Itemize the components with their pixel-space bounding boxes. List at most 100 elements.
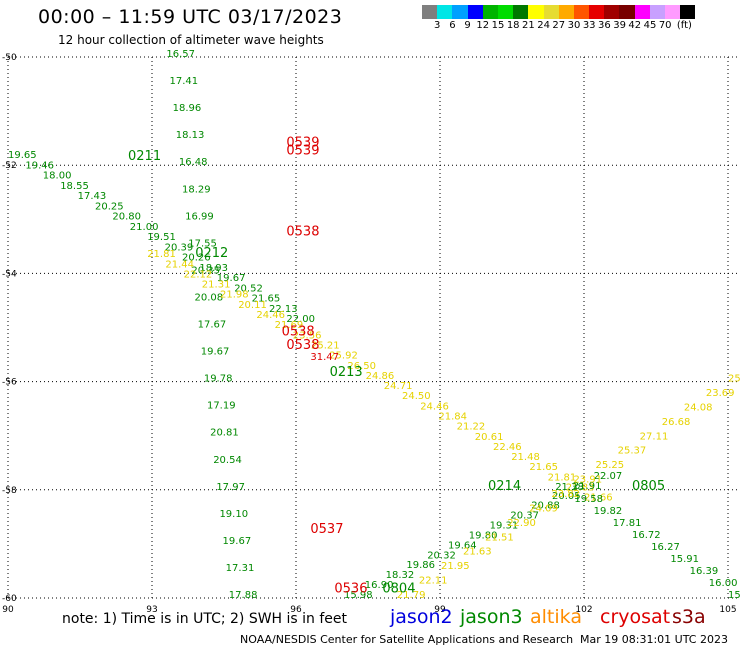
lon-tick-label: 93 <box>146 605 157 615</box>
colorbar-label: 30 <box>567 20 581 31</box>
legend-s3a: s3a <box>672 606 706 628</box>
wave-height-value: 26.50 <box>347 361 376 372</box>
wave-height-value: 18.00 <box>43 171 72 182</box>
colorbar-label: 6 <box>449 20 456 31</box>
wave-height-value: 19.46 <box>25 160 54 171</box>
wave-height-value: 21.38 <box>555 482 584 493</box>
wave-height-value: 19.80 <box>469 530 498 541</box>
lat-tick-label: -56 <box>2 378 17 388</box>
wave-height-value: 17.19 <box>207 401 236 412</box>
wave-height-value: 21.69 <box>275 320 304 331</box>
colorbar-label: 42 <box>628 20 642 31</box>
wave-height-value: 18.96 <box>173 103 202 114</box>
lat-tick-label: -52 <box>2 161 17 171</box>
colorbar-label: 15 <box>491 20 505 31</box>
wave-height-value: 16.48 <box>179 157 208 168</box>
wave-height-value: 17.67 <box>198 320 227 331</box>
wave-height-value: 19.51 <box>147 232 176 243</box>
wave-height-value: 19.31 <box>490 521 519 532</box>
wave-height-value: 24.46 <box>420 401 449 412</box>
wave-height-value: 24.08 <box>684 402 713 413</box>
wave-height-value: 18.55 <box>60 181 89 192</box>
wave-height-value: 20.88 <box>531 501 560 512</box>
pass-time-label: 0804 <box>382 582 415 597</box>
wave-height-value: 21.31 <box>202 280 231 291</box>
wave-height-value: 22.11 <box>419 576 448 587</box>
lon-tick-label: 90 <box>2 605 14 615</box>
pass-time-label: 0212 <box>195 246 228 261</box>
colorbar-label: 33 <box>582 20 596 31</box>
wave-height-value: 17.97 <box>216 482 245 493</box>
wave-height-value: 20.37 <box>510 511 539 522</box>
lat-tick-label: -58 <box>2 486 17 496</box>
wave-height-value: 19.67 <box>201 347 230 358</box>
footnote: note: 1) Time is in UTC; 2) SWH is in fe… <box>62 611 348 627</box>
pass-time-label: 0539 <box>286 143 319 158</box>
wave-height-value: 21.95 <box>441 561 470 572</box>
colorbar-label: 45 <box>643 20 657 31</box>
lon-tick-label: 96 <box>290 605 302 615</box>
wave-height-value: 19.67 <box>217 273 246 284</box>
wave-height-value: 18.29 <box>182 184 211 195</box>
wave-height-value: 20.11 <box>238 300 267 311</box>
wave-height-value: 21.66 <box>584 493 613 504</box>
wave-height-value: 25.21 <box>311 340 340 351</box>
colorbar-swatch <box>558 5 574 19</box>
wave-height-value: 19.78 <box>204 374 233 385</box>
colorbar-swatch <box>634 5 650 19</box>
pass-time-label: 0537 <box>310 522 343 537</box>
lat-tick-label: -60 <box>2 594 17 604</box>
lon-tick-label: 105 <box>719 605 736 615</box>
colorbar-label: 36 <box>598 20 611 31</box>
wave-height-value: 24.50 <box>402 391 431 402</box>
colorbar-swatch <box>528 5 544 19</box>
wave-height-value: 19.64 <box>448 540 477 551</box>
colorbar-swatch <box>619 5 635 19</box>
wave-height-value: 24.46 <box>256 310 285 321</box>
wave-height-value: 16.57 <box>166 49 195 60</box>
wave-height-value: 21.65 <box>529 462 558 473</box>
pass-time-label: 0538 <box>286 225 319 240</box>
pass-time-label: 0536 <box>334 582 367 597</box>
colorbar-swatch <box>589 5 605 19</box>
legend-jason2: jason2 <box>390 606 453 628</box>
colorbar-swatch <box>680 5 696 19</box>
wave-height-value: 17.88 <box>229 590 258 601</box>
wave-height-value: 19.82 <box>594 506 623 517</box>
colorbar-label: 3 <box>434 20 441 31</box>
colorbar-swatch <box>513 5 529 19</box>
wave-height-value: 16.99 <box>185 211 214 222</box>
wave-height-value: 20.35 <box>191 265 220 276</box>
pass-time-label: 0539 <box>286 135 319 150</box>
lon-tick-label: 102 <box>575 605 592 615</box>
colorbar-swatch <box>649 5 665 19</box>
wave-height-value: 25.25 <box>596 460 625 471</box>
wave-height-value: 16.90 <box>365 580 394 591</box>
colorbar-swatch <box>604 5 620 19</box>
colorbar-swatch <box>482 5 498 19</box>
wave-height-value: 24.09 <box>529 503 558 514</box>
wave-height-value: 21.63 <box>463 547 492 558</box>
wave-height-value: 20.54 <box>213 455 242 466</box>
colorbar-swatch <box>573 5 590 19</box>
wave-height-value: 15.98 <box>344 590 373 601</box>
wave-height-value: 22.90 <box>507 518 536 529</box>
wave-height-value: 22.12 <box>184 269 213 280</box>
wave-height-value: 21.91 <box>573 481 602 492</box>
wave-height-value: 21.98 <box>220 290 249 301</box>
map-title: 00:00 – 11:59 UTC 03/17/2023 <box>38 6 343 28</box>
colorbar-swatch <box>452 5 468 19</box>
wave-height-value: 16.27 <box>651 542 680 553</box>
wave-height-value: 21.44 <box>165 259 194 270</box>
pass-time-label: 0805 <box>632 479 665 494</box>
wave-height-value: 20.08 <box>194 292 223 303</box>
wave-height-value: 19.65 <box>8 150 37 161</box>
wave-height-value: 15.19 <box>728 590 740 601</box>
wave-height-value: 17.55 <box>188 238 217 249</box>
wave-height-value: 18.93 <box>199 263 228 274</box>
wave-height-value: 19.10 <box>219 509 248 520</box>
wave-height-value: 24.86 <box>366 371 395 382</box>
colorbar-swatch <box>437 5 453 19</box>
pass-time-label: 0538 <box>282 325 315 340</box>
